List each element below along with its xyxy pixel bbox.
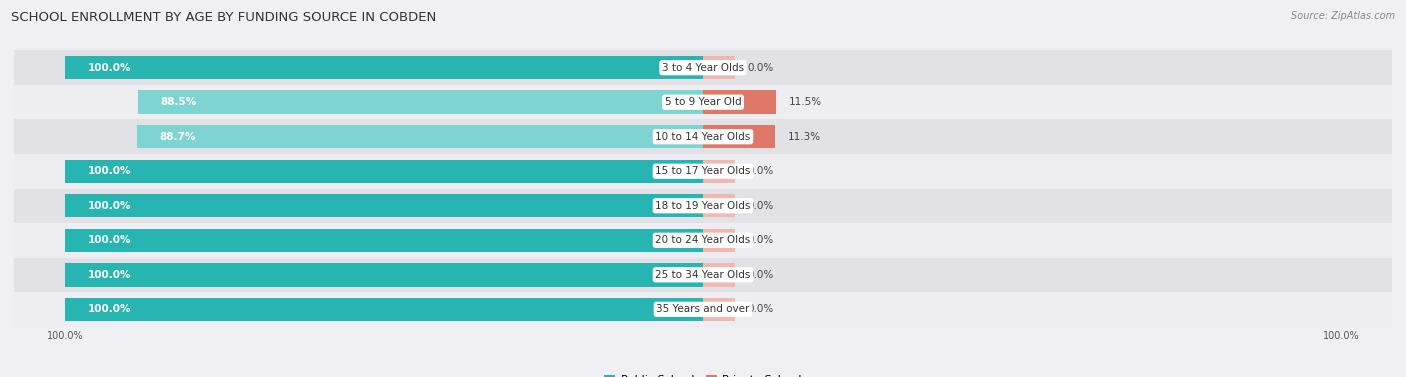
Text: 11.5%: 11.5%: [789, 97, 823, 107]
Bar: [703, 263, 735, 287]
Text: Source: ZipAtlas.com: Source: ZipAtlas.com: [1291, 11, 1395, 21]
Bar: [14, 188, 1392, 223]
Text: 18 to 19 Year Olds: 18 to 19 Year Olds: [655, 201, 751, 211]
Bar: [65, 263, 703, 287]
Bar: [65, 297, 703, 321]
Bar: [14, 51, 1392, 85]
Bar: [703, 194, 735, 218]
Text: 0.0%: 0.0%: [748, 63, 773, 73]
Bar: [65, 194, 703, 218]
Text: 15 to 17 Year Olds: 15 to 17 Year Olds: [655, 166, 751, 176]
Text: 100.0%: 100.0%: [87, 270, 131, 280]
Bar: [14, 257, 1392, 292]
Bar: [65, 159, 703, 183]
Bar: [65, 56, 703, 80]
Bar: [703, 90, 776, 114]
Text: 100.0%: 100.0%: [87, 63, 131, 73]
Text: 100.0%: 100.0%: [87, 235, 131, 245]
Text: 100.0%: 100.0%: [87, 304, 131, 314]
Bar: [703, 228, 735, 252]
Text: 0.0%: 0.0%: [748, 166, 773, 176]
Bar: [138, 125, 703, 149]
Text: 88.5%: 88.5%: [160, 97, 197, 107]
Text: 100.0%: 100.0%: [87, 201, 131, 211]
Text: 25 to 34 Year Olds: 25 to 34 Year Olds: [655, 270, 751, 280]
Bar: [703, 56, 735, 80]
Text: 100.0%: 100.0%: [1323, 331, 1360, 341]
Text: SCHOOL ENROLLMENT BY AGE BY FUNDING SOURCE IN COBDEN: SCHOOL ENROLLMENT BY AGE BY FUNDING SOUR…: [11, 11, 436, 24]
Bar: [14, 120, 1392, 154]
Bar: [14, 292, 1392, 326]
Text: 11.3%: 11.3%: [787, 132, 821, 142]
Bar: [703, 125, 775, 149]
Text: 20 to 24 Year Olds: 20 to 24 Year Olds: [655, 235, 751, 245]
Legend: Public School, Private School: Public School, Private School: [600, 370, 806, 377]
Text: 35 Years and over: 35 Years and over: [657, 304, 749, 314]
Text: 5 to 9 Year Old: 5 to 9 Year Old: [665, 97, 741, 107]
Text: 3 to 4 Year Olds: 3 to 4 Year Olds: [662, 63, 744, 73]
Bar: [65, 228, 703, 252]
Text: 100.0%: 100.0%: [46, 331, 83, 341]
Text: 0.0%: 0.0%: [748, 270, 773, 280]
Bar: [14, 154, 1392, 188]
Text: 0.0%: 0.0%: [748, 201, 773, 211]
Bar: [703, 159, 735, 183]
Text: 100.0%: 100.0%: [87, 166, 131, 176]
Bar: [703, 297, 735, 321]
Text: 88.7%: 88.7%: [159, 132, 195, 142]
Bar: [14, 85, 1392, 120]
Bar: [14, 223, 1392, 257]
Text: 0.0%: 0.0%: [748, 304, 773, 314]
Text: 10 to 14 Year Olds: 10 to 14 Year Olds: [655, 132, 751, 142]
Text: 0.0%: 0.0%: [748, 235, 773, 245]
Bar: [138, 90, 703, 114]
